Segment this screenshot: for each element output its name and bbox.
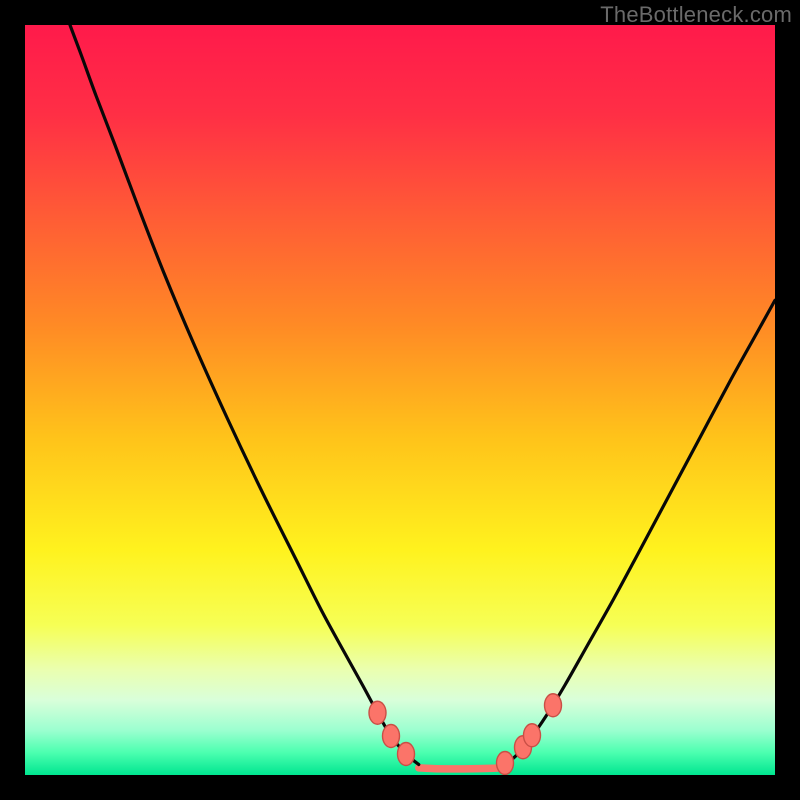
curve-marker: [545, 694, 562, 717]
curve-marker: [497, 752, 514, 775]
curve-marker: [398, 743, 415, 766]
chart-svg: [25, 25, 775, 775]
plot-area: [25, 25, 775, 775]
gradient-background: [25, 25, 775, 775]
curve-marker: [524, 724, 541, 747]
curve-marker: [383, 725, 400, 748]
curve-floor-segment: [419, 768, 505, 769]
curve-marker: [369, 701, 386, 724]
watermark-text: TheBottleneck.com: [600, 2, 792, 28]
chart-frame: TheBottleneck.com: [0, 0, 800, 800]
